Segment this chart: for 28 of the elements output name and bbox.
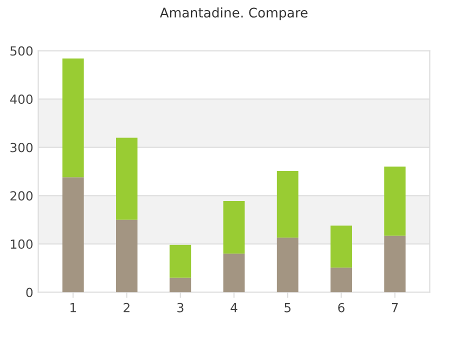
y-tick-label: 100 (10, 239, 33, 249)
bar (384, 236, 406, 292)
bar (62, 177, 84, 292)
bar (116, 220, 138, 292)
bar (276, 171, 298, 238)
bar (276, 238, 298, 292)
y-tick-label: 200 (10, 191, 33, 201)
x-tick-label: 7 (392, 303, 398, 312)
y-tick-label: 0 (26, 288, 33, 298)
y-tick-label: 500 (10, 46, 33, 56)
x-tick-label: 2 (124, 302, 130, 312)
bar (223, 254, 245, 292)
bar (170, 278, 192, 292)
bar (223, 200, 245, 254)
bar (170, 244, 192, 278)
y-tick-label: 400 (10, 94, 33, 104)
y-tick-label: 300 (10, 142, 33, 152)
bar (330, 268, 352, 292)
bar (116, 138, 138, 220)
x-tick-label: 3 (177, 302, 184, 312)
bar (384, 166, 406, 236)
bar (330, 226, 352, 268)
x-tick-label: 5 (284, 303, 291, 312)
x-tick-label: 6 (338, 302, 344, 312)
x-tick-label: 4 (230, 303, 238, 312)
chart-title: Amantadine. Compare (160, 7, 308, 20)
x-tick-label: 1 (70, 303, 76, 312)
bar (62, 58, 84, 178)
